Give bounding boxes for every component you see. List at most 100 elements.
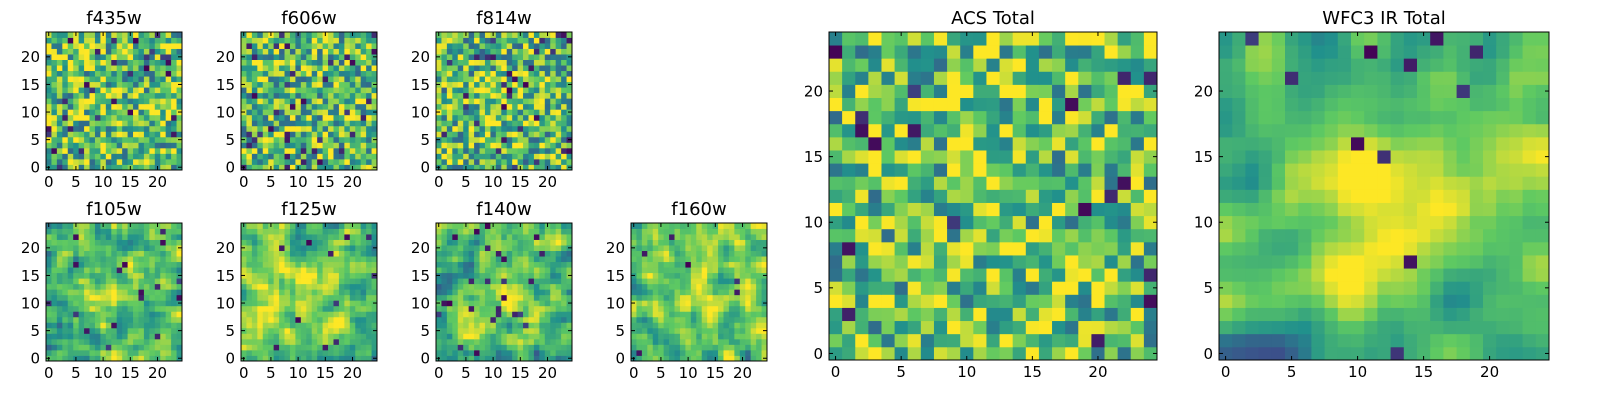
heatmap-cell <box>457 114 464 121</box>
heatmap-cell <box>1012 215 1027 230</box>
heatmap-cell <box>73 48 80 55</box>
heatmap-cell <box>517 70 524 77</box>
heatmap-cell <box>133 98 139 105</box>
heatmap-cell <box>241 43 247 49</box>
heatmap-cell <box>474 300 480 307</box>
heatmap-cell <box>685 322 692 329</box>
heatmap-cell <box>133 120 139 127</box>
heatmap-cell <box>246 344 253 351</box>
heatmap-cell <box>251 76 258 83</box>
heatmap-cell <box>78 272 85 279</box>
heatmap-cell <box>311 103 318 110</box>
heatmap-cell <box>512 37 518 44</box>
heatmap-cell <box>273 278 280 285</box>
heatmap-cell <box>436 87 442 94</box>
heatmap-cell <box>894 189 909 203</box>
heatmap-cell <box>317 289 323 296</box>
heatmap-cell <box>468 344 475 351</box>
heatmap-cell <box>539 76 546 83</box>
heatmap-cell <box>257 333 264 340</box>
heatmap-cell <box>701 239 708 246</box>
heatmap-cell <box>349 153 356 160</box>
heatmap-cell <box>338 223 345 229</box>
heatmap-cell <box>333 136 340 143</box>
heatmap-cell <box>512 289 518 296</box>
heatmap-cell <box>490 131 497 138</box>
heatmap-cell <box>62 43 69 49</box>
heatmap-cell <box>311 355 318 362</box>
heatmap-cell <box>284 289 291 296</box>
heatmap-cell <box>344 223 351 229</box>
heatmap-cell <box>550 256 557 263</box>
heatmap-cell <box>647 261 654 268</box>
heatmap-cell <box>160 245 167 251</box>
heatmap-cell <box>1117 202 1132 217</box>
heatmap-cell <box>468 142 475 149</box>
heatmap-cell <box>67 59 74 66</box>
heatmap-cell <box>366 103 372 110</box>
heatmap-cell <box>436 120 442 127</box>
heatmap-cell <box>517 131 524 138</box>
heatmap-cell <box>452 333 459 340</box>
heatmap-cell <box>745 316 752 323</box>
heatmap-cell <box>94 261 101 268</box>
heatmap-cell <box>371 87 378 94</box>
heatmap-cell <box>78 305 85 312</box>
heatmap-cell <box>761 283 768 290</box>
heatmap-cell <box>284 300 291 307</box>
heatmap-cell <box>127 98 134 105</box>
heatmap-cell <box>279 59 285 66</box>
heatmap-cell <box>539 131 546 138</box>
heatmap-cell <box>457 327 464 334</box>
heatmap-cell <box>479 32 486 38</box>
heatmap-cell <box>67 142 74 149</box>
heatmap-cell <box>512 70 518 77</box>
heatmap-cell <box>539 153 546 160</box>
heatmap-cell <box>257 300 264 307</box>
heatmap-cell <box>533 245 540 251</box>
heatmap-cell <box>544 305 551 312</box>
heatmap-cell <box>1078 307 1092 322</box>
heatmap-cell <box>855 281 869 295</box>
heatmap-cell <box>512 300 518 307</box>
heatmap-cell <box>279 120 285 127</box>
heatmap-cell <box>501 344 508 351</box>
heatmap-cell <box>257 245 264 251</box>
heatmap-cell <box>149 245 156 251</box>
heatmap-cell <box>366 327 372 334</box>
heatmap-cell <box>484 87 491 94</box>
heatmap-cell <box>1065 163 1079 177</box>
heatmap-cell <box>658 333 665 340</box>
heatmap-cell <box>696 294 703 301</box>
heatmap-cell <box>311 142 318 149</box>
heatmap-cell <box>100 305 107 312</box>
heatmap-cell <box>490 65 497 72</box>
heatmap-cell <box>561 109 567 116</box>
heatmap-cell <box>457 300 464 307</box>
heatmap-cell <box>171 43 177 49</box>
heatmap-cell <box>539 114 546 121</box>
heatmap-cell <box>696 327 703 334</box>
heatmap-cell <box>561 59 567 66</box>
heatmap-cell <box>658 250 665 257</box>
heatmap-cell <box>539 300 546 307</box>
heatmap-cell <box>517 272 524 279</box>
heatmap-cell <box>62 234 69 240</box>
heatmap-cell <box>84 228 90 235</box>
heatmap-cell <box>56 54 63 60</box>
heatmap-cell <box>674 245 681 251</box>
heatmap-cell <box>495 158 502 165</box>
heatmap-cell <box>641 239 648 246</box>
heatmap-cell <box>360 81 367 88</box>
heatmap-cell <box>84 223 90 229</box>
heatmap-cell <box>284 164 291 171</box>
heatmap-cell <box>279 54 285 60</box>
heatmap-cell <box>490 81 497 88</box>
heatmap-cell <box>78 316 85 323</box>
heatmap-cell <box>756 256 762 263</box>
heatmap-cell <box>986 268 1000 282</box>
heatmap-cell <box>154 103 161 110</box>
heatmap-cell <box>750 294 757 301</box>
heatmap-cell <box>257 120 264 127</box>
heatmap-cell <box>289 147 296 154</box>
